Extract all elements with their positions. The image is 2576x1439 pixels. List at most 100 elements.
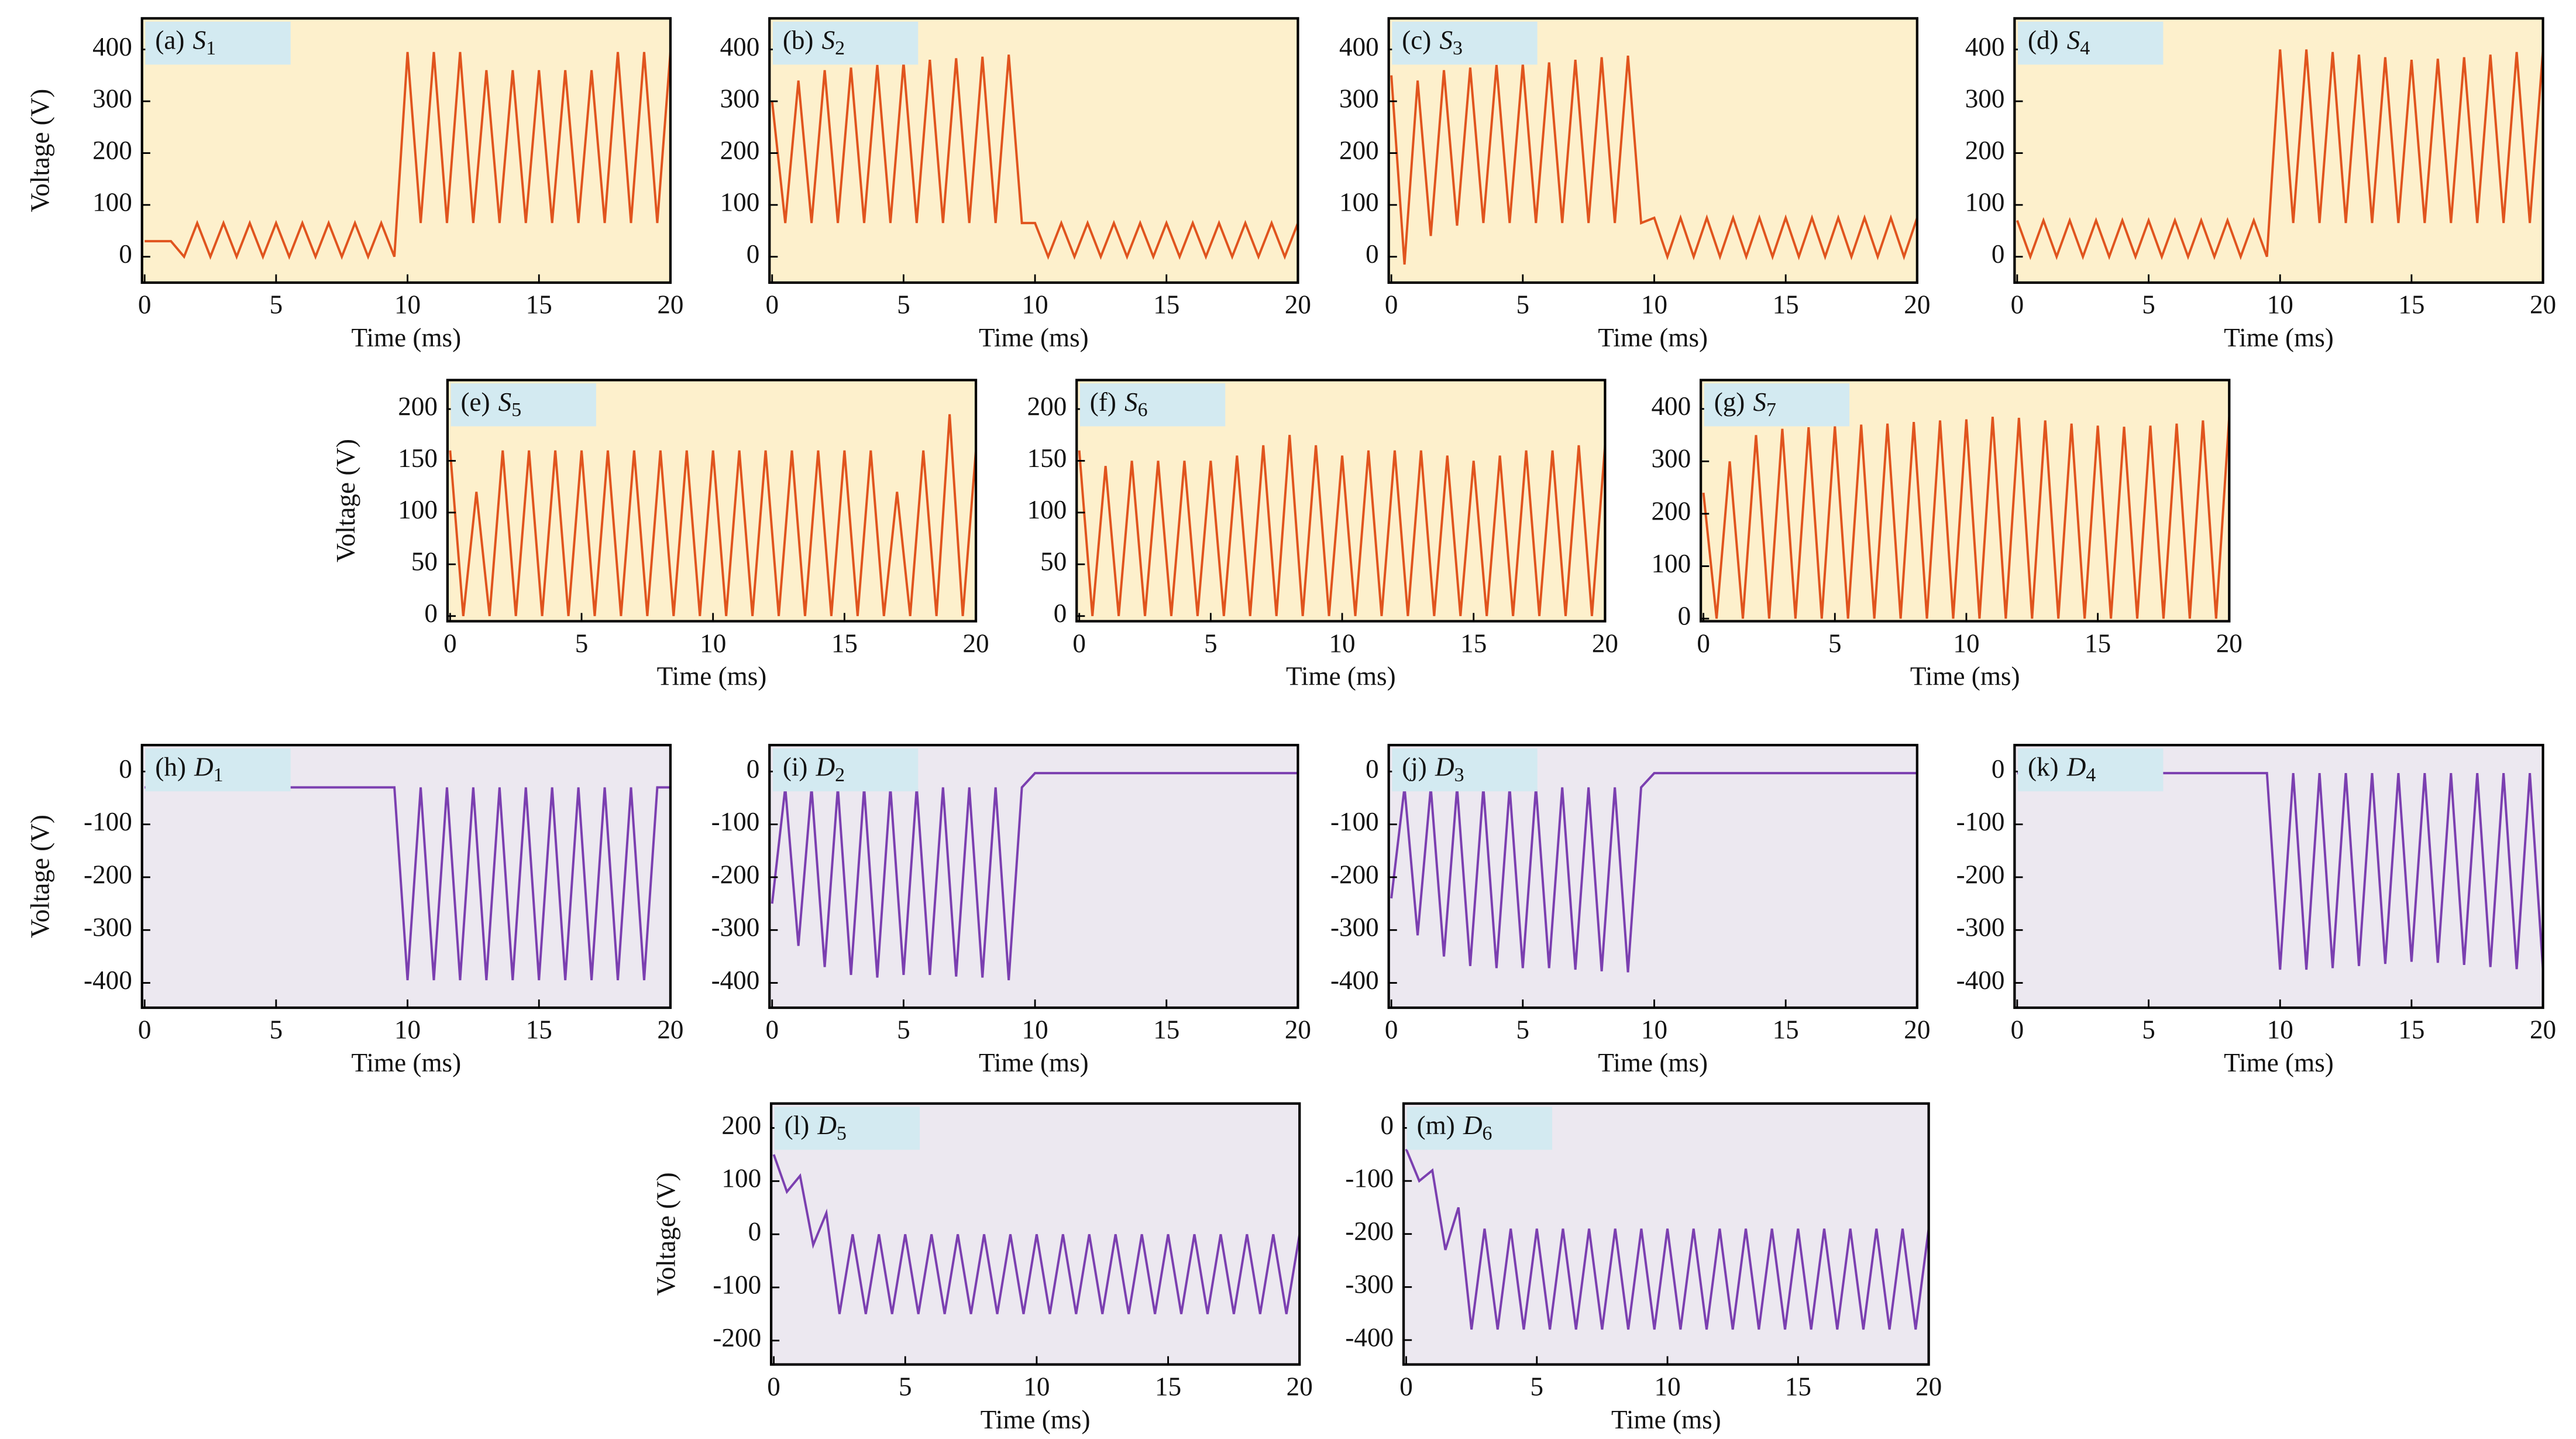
y-tick-label: 300 xyxy=(1651,444,1691,473)
x-tick-label: 5 xyxy=(575,629,589,658)
y-tick-label: 400 xyxy=(1651,391,1691,421)
panel-symbol: D xyxy=(817,1111,837,1140)
x-tick-label: 5 xyxy=(1828,629,1842,658)
x-tick-label: 5 xyxy=(1516,1015,1530,1045)
panel-label: (d) S4 xyxy=(2028,26,2090,59)
y-tick-label: -200 xyxy=(1956,860,2005,889)
panel-subscript: 3 xyxy=(1454,764,1464,786)
x-axis-label: Time (ms) xyxy=(1598,1048,1708,1077)
y-tick-label: -400 xyxy=(1956,966,2005,995)
x-tick-label: 20 xyxy=(1915,1372,1942,1401)
x-axis-label: Time (ms) xyxy=(2224,323,2334,352)
y-tick-label: 0 xyxy=(748,1217,762,1246)
x-tick-label: 15 xyxy=(2398,1015,2424,1045)
panel-label: (e) S5 xyxy=(460,387,521,421)
panel-label: (a) S1 xyxy=(155,26,216,59)
y-tick-label: -300 xyxy=(1330,913,1379,942)
panel: -400 -300 -200 -100 0 0 5 10 15 20 (j) D3 Time (ms) xyxy=(1330,744,1930,1077)
panel-symbol: D xyxy=(2066,753,2086,782)
panel-symbol: S xyxy=(1439,26,1453,55)
x-tick-label: 0 xyxy=(1072,629,1086,658)
label-box xyxy=(1406,1107,1553,1150)
panel-subscript: 3 xyxy=(1453,37,1463,59)
panel-symbol: D xyxy=(1463,1111,1483,1140)
panel-subscript: 1 xyxy=(206,37,216,59)
panel-subscript: 7 xyxy=(1766,399,1776,421)
x-tick-label: 0 xyxy=(1697,629,1710,658)
frame xyxy=(1387,17,1918,284)
panel-symbol: D xyxy=(816,753,835,782)
panel-subscript: 6 xyxy=(1483,1122,1492,1144)
panel-letter: (h) xyxy=(155,753,186,782)
y-tick-label: 300 xyxy=(720,84,760,113)
frame xyxy=(769,1102,1301,1366)
panel: 0 100 200 300 400 0 5 10 15 20 (d) S4 Time (ms) xyxy=(1965,17,2556,352)
y-tick-label: 0 xyxy=(747,754,760,784)
y-tick-label: 100 xyxy=(721,1164,761,1193)
frame xyxy=(1402,1102,1930,1366)
x-tick-label: 15 xyxy=(1155,1372,1181,1401)
label-box xyxy=(145,22,291,65)
y-tick-label: -200 xyxy=(1330,860,1379,889)
x-tick-label: 20 xyxy=(2530,1015,2556,1045)
x-tick-label: 10 xyxy=(1023,1372,1050,1401)
x-tick-label: 0 xyxy=(2011,1015,2024,1045)
panel-label: (l) D5 xyxy=(785,1111,847,1144)
panel: 0 50 100 150 200 0 5 10 15 20 (f) S6 Time (ms) xyxy=(1027,379,1618,691)
y-tick-label: -100 xyxy=(1345,1163,1394,1193)
y-axis-label: Voltage (V) xyxy=(26,89,55,212)
x-tick-label: 20 xyxy=(1285,290,1311,320)
x-axis-label: Time (ms) xyxy=(1286,662,1396,691)
y-tick-label: -300 xyxy=(1345,1270,1394,1299)
y-tick-label: 0 xyxy=(1366,239,1379,269)
panel-letter: (g) xyxy=(1714,387,1745,417)
y-tick-label: 400 xyxy=(1965,32,2005,61)
x-tick-label: 15 xyxy=(526,1015,552,1045)
label-box xyxy=(772,22,919,65)
y-axis-label: Voltage (V) xyxy=(331,439,360,562)
waveform xyxy=(771,54,1298,260)
y-tick-label: 0 xyxy=(747,239,760,269)
waveform xyxy=(1078,435,1605,616)
x-tick-label: 5 xyxy=(2142,290,2155,320)
waveform xyxy=(771,772,1298,981)
panel-letter: (d) xyxy=(2028,26,2059,55)
x-tick-label: 5 xyxy=(897,1015,910,1045)
y-tick-label: -300 xyxy=(84,913,132,942)
frame xyxy=(2013,17,2544,284)
x-tick-label: 0 xyxy=(765,1015,779,1045)
y-tick-label: 400 xyxy=(720,32,760,61)
y-tick-label: 0 xyxy=(119,754,132,784)
waveform xyxy=(1702,417,2230,619)
y-tick-label: 0 xyxy=(1381,1111,1394,1140)
y-tick-label: 400 xyxy=(1339,32,1379,61)
x-axis-label: Time (ms) xyxy=(1910,662,2020,691)
x-tick-label: 0 xyxy=(2011,290,2024,320)
y-tick-label: 200 xyxy=(1651,496,1691,526)
x-axis-label: Time (ms) xyxy=(981,1405,1091,1434)
panel-letter: (l) xyxy=(785,1111,810,1140)
y-tick-label: 50 xyxy=(411,547,438,576)
plot xyxy=(1390,55,1917,265)
x-tick-label: 15 xyxy=(2085,629,2111,658)
plot xyxy=(1078,435,1605,616)
panel: -400 -300 -200 -100 0 0 5 10 15 20 (k) D4 Time (ms) xyxy=(1956,744,2556,1077)
x-axis-label: Time (ms) xyxy=(1598,323,1708,352)
x-tick-label: 10 xyxy=(1641,290,1667,320)
x-tick-label: 0 xyxy=(138,290,152,320)
y-tick-label: 0 xyxy=(424,599,438,628)
x-tick-label: 5 xyxy=(897,290,910,320)
plot xyxy=(1405,1148,1929,1330)
x-tick-label: 0 xyxy=(1399,1372,1413,1401)
plot xyxy=(449,414,976,616)
x-tick-label: 5 xyxy=(270,1015,283,1045)
x-tick-label: 10 xyxy=(1641,1015,1667,1045)
panel-subscript: 2 xyxy=(835,764,845,786)
y-tick-label: 100 xyxy=(720,188,760,217)
panel-symbol: S xyxy=(2067,26,2080,55)
y-tick-label: 100 xyxy=(1027,495,1067,524)
y-tick-label: 200 xyxy=(92,136,132,165)
x-axis-label: Time (ms) xyxy=(979,1048,1089,1077)
y-tick-label: -400 xyxy=(1330,966,1379,995)
